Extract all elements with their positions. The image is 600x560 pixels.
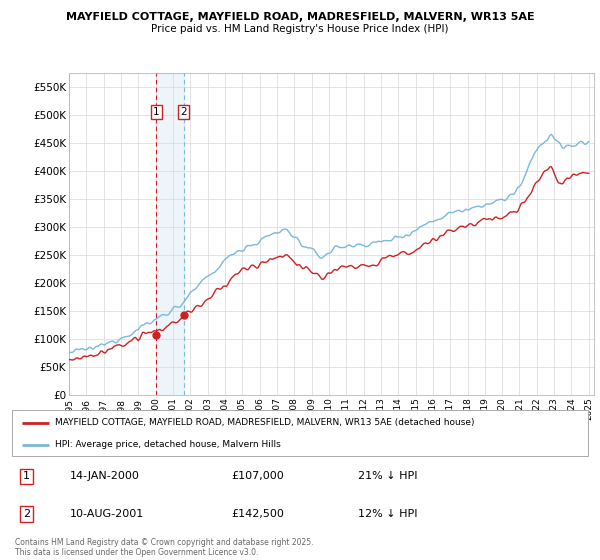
Text: £142,500: £142,500 [231, 509, 284, 519]
Text: Price paid vs. HM Land Registry's House Price Index (HPI): Price paid vs. HM Land Registry's House … [151, 24, 449, 34]
Text: MAYFIELD COTTAGE, MAYFIELD ROAD, MADRESFIELD, MALVERN, WR13 5AE: MAYFIELD COTTAGE, MAYFIELD ROAD, MADRESF… [65, 12, 535, 22]
Text: 2: 2 [180, 107, 187, 117]
FancyBboxPatch shape [12, 410, 588, 456]
Text: 12% ↓ HPI: 12% ↓ HPI [358, 509, 417, 519]
Text: 10-AUG-2001: 10-AUG-2001 [70, 509, 144, 519]
Text: 21% ↓ HPI: 21% ↓ HPI [358, 472, 417, 482]
Bar [157, 73, 184, 395]
Text: Contains HM Land Registry data © Crown copyright and database right 2025.
This d: Contains HM Land Registry data © Crown c… [15, 538, 314, 557]
Text: MAYFIELD COTTAGE, MAYFIELD ROAD, MADRESFIELD, MALVERN, WR13 5AE (detached house): MAYFIELD COTTAGE, MAYFIELD ROAD, MADRESF… [55, 418, 475, 427]
Text: 14-JAN-2000: 14-JAN-2000 [70, 472, 139, 482]
Text: 1: 1 [153, 107, 160, 117]
Text: 2: 2 [23, 509, 30, 519]
Text: £107,000: £107,000 [231, 472, 284, 482]
Text: 1: 1 [23, 472, 30, 482]
Text: HPI: Average price, detached house, Malvern Hills: HPI: Average price, detached house, Malv… [55, 440, 281, 450]
